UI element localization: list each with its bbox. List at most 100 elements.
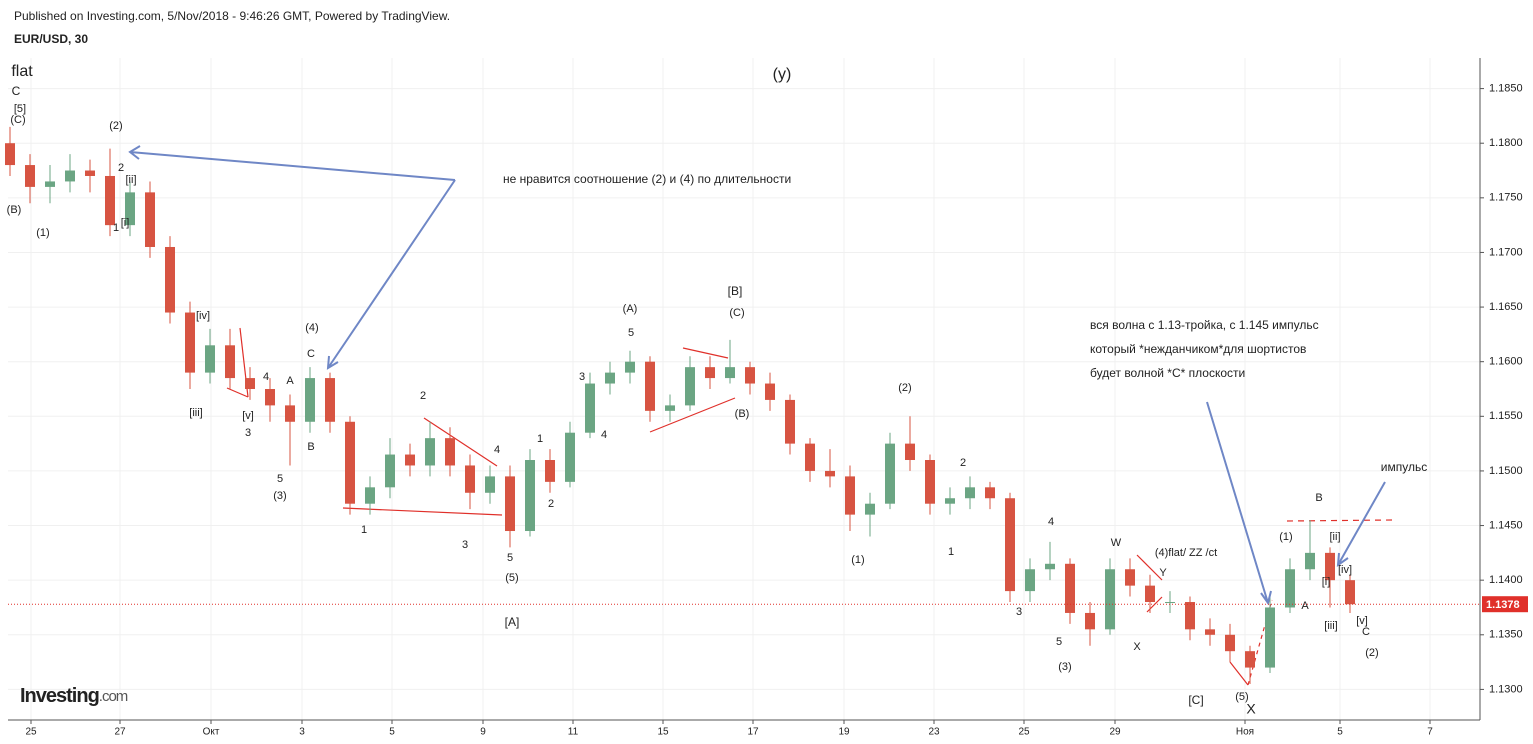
x-tick-label: 17	[747, 727, 759, 738]
symbol: EUR/USD, 30	[14, 32, 88, 46]
trendline	[423, 417, 498, 467]
candle-body	[145, 192, 155, 247]
candle-body	[125, 192, 135, 226]
candle-body	[925, 460, 935, 504]
candle-body	[1345, 580, 1355, 605]
wave-label: 4	[263, 371, 269, 383]
wave-label: (2)	[898, 382, 911, 394]
candle-body	[5, 143, 15, 166]
wave-label: (4)flat/ ZZ /ct	[1155, 547, 1217, 559]
candle-body	[1285, 569, 1295, 608]
candle-body	[865, 503, 875, 515]
wave-label: (5)	[1235, 691, 1248, 703]
trendline	[1229, 661, 1249, 686]
wave-label: 4	[601, 429, 607, 441]
candle-body	[325, 378, 335, 422]
candle-body	[1205, 629, 1215, 635]
candle-body	[465, 465, 475, 493]
wave-label: 1	[113, 222, 119, 234]
wave-label: (5)	[505, 572, 518, 584]
wave-label: (B)	[7, 204, 22, 216]
candle-body	[1025, 569, 1035, 592]
candle-body	[805, 443, 815, 471]
note: вся волна с 1.13-тройка, с 1.145 импульс	[1090, 318, 1319, 332]
candle-body	[745, 367, 755, 384]
y-tick-label: 1.1600	[1489, 356, 1523, 368]
x-tick-label: 9	[480, 727, 486, 738]
wave-label: [i]	[1322, 576, 1331, 588]
y-tick-label: 1.1550	[1489, 410, 1523, 422]
candle-body	[365, 487, 375, 504]
wave-label: flat	[11, 63, 33, 80]
wave-label: 4	[494, 444, 500, 456]
wave-label: (1)	[851, 554, 864, 566]
candle-body	[105, 175, 115, 226]
y-tick-label: 1.1750	[1489, 192, 1523, 204]
wave-label: 1	[361, 524, 367, 536]
logo-suffix: .com	[99, 688, 128, 705]
wave-label: B	[1315, 492, 1322, 504]
logo-text: Investing	[20, 685, 99, 707]
candle-body	[245, 378, 255, 389]
x-tick-label: 5	[389, 727, 395, 738]
candle-body	[985, 487, 995, 499]
wave-label: C	[307, 348, 315, 360]
wave-label: [i]	[121, 217, 130, 229]
candle-body	[305, 378, 315, 422]
y-tick-label: 1.1350	[1489, 629, 1523, 641]
arrow	[128, 145, 456, 181]
candle-body	[205, 345, 215, 373]
wave-label: (2)	[109, 120, 122, 132]
candle-body	[1305, 552, 1315, 570]
wave-label: [iii]	[189, 407, 202, 419]
trendline	[649, 397, 736, 433]
wave-label: 3	[1016, 606, 1022, 618]
candle-body	[605, 372, 615, 384]
x-tick-label: 25	[25, 727, 37, 738]
wave-label: 1	[537, 433, 543, 445]
trendline	[226, 387, 249, 398]
candle-body	[585, 383, 595, 433]
candle-body	[945, 498, 955, 504]
candle-body	[1265, 607, 1275, 668]
wave-label: (y)	[773, 66, 792, 83]
candle-body	[85, 170, 95, 176]
wave-label: (A)	[623, 303, 638, 315]
candle-body	[505, 476, 515, 532]
candle-body	[1105, 569, 1115, 630]
wave-label: [B]	[728, 284, 743, 298]
wave-label: (1)	[36, 227, 49, 239]
wave-label: 2	[548, 498, 554, 510]
candle-body	[425, 438, 435, 466]
candle-body	[45, 181, 55, 187]
wave-label: [v]	[1356, 615, 1368, 627]
trendline	[682, 347, 729, 359]
wave-label: 5	[628, 327, 634, 339]
candle-body	[345, 421, 355, 504]
candle-body	[485, 476, 495, 493]
wave-label: X	[1246, 701, 1256, 717]
wave-label: 3	[462, 539, 468, 551]
wave-label: [iii]	[1324, 620, 1337, 632]
candle-body	[1045, 563, 1055, 570]
last-price-label: 1.1378	[1486, 599, 1520, 611]
candle-body	[765, 383, 775, 400]
wave-label: (1)	[1279, 531, 1292, 543]
x-tick-label: 5	[1337, 727, 1343, 738]
y-tick-label: 1.1400	[1489, 574, 1523, 586]
wave-label: 5	[507, 552, 513, 564]
x-tick-label: 23	[928, 727, 940, 738]
wave-label: Y	[1159, 567, 1167, 579]
candle-body	[1325, 552, 1335, 581]
wave-label: [C]	[1188, 693, 1203, 707]
candle-body	[265, 389, 275, 406]
wave-label: 2	[118, 162, 124, 174]
x-tick-label: 3	[299, 727, 305, 738]
candle-body	[405, 454, 415, 466]
candle-body	[65, 170, 75, 182]
wave-label: 4	[1048, 516, 1054, 528]
candle-body	[525, 460, 535, 532]
last-price-box	[1482, 596, 1528, 613]
candle-body	[645, 361, 655, 411]
wave-label: A	[1301, 600, 1309, 612]
